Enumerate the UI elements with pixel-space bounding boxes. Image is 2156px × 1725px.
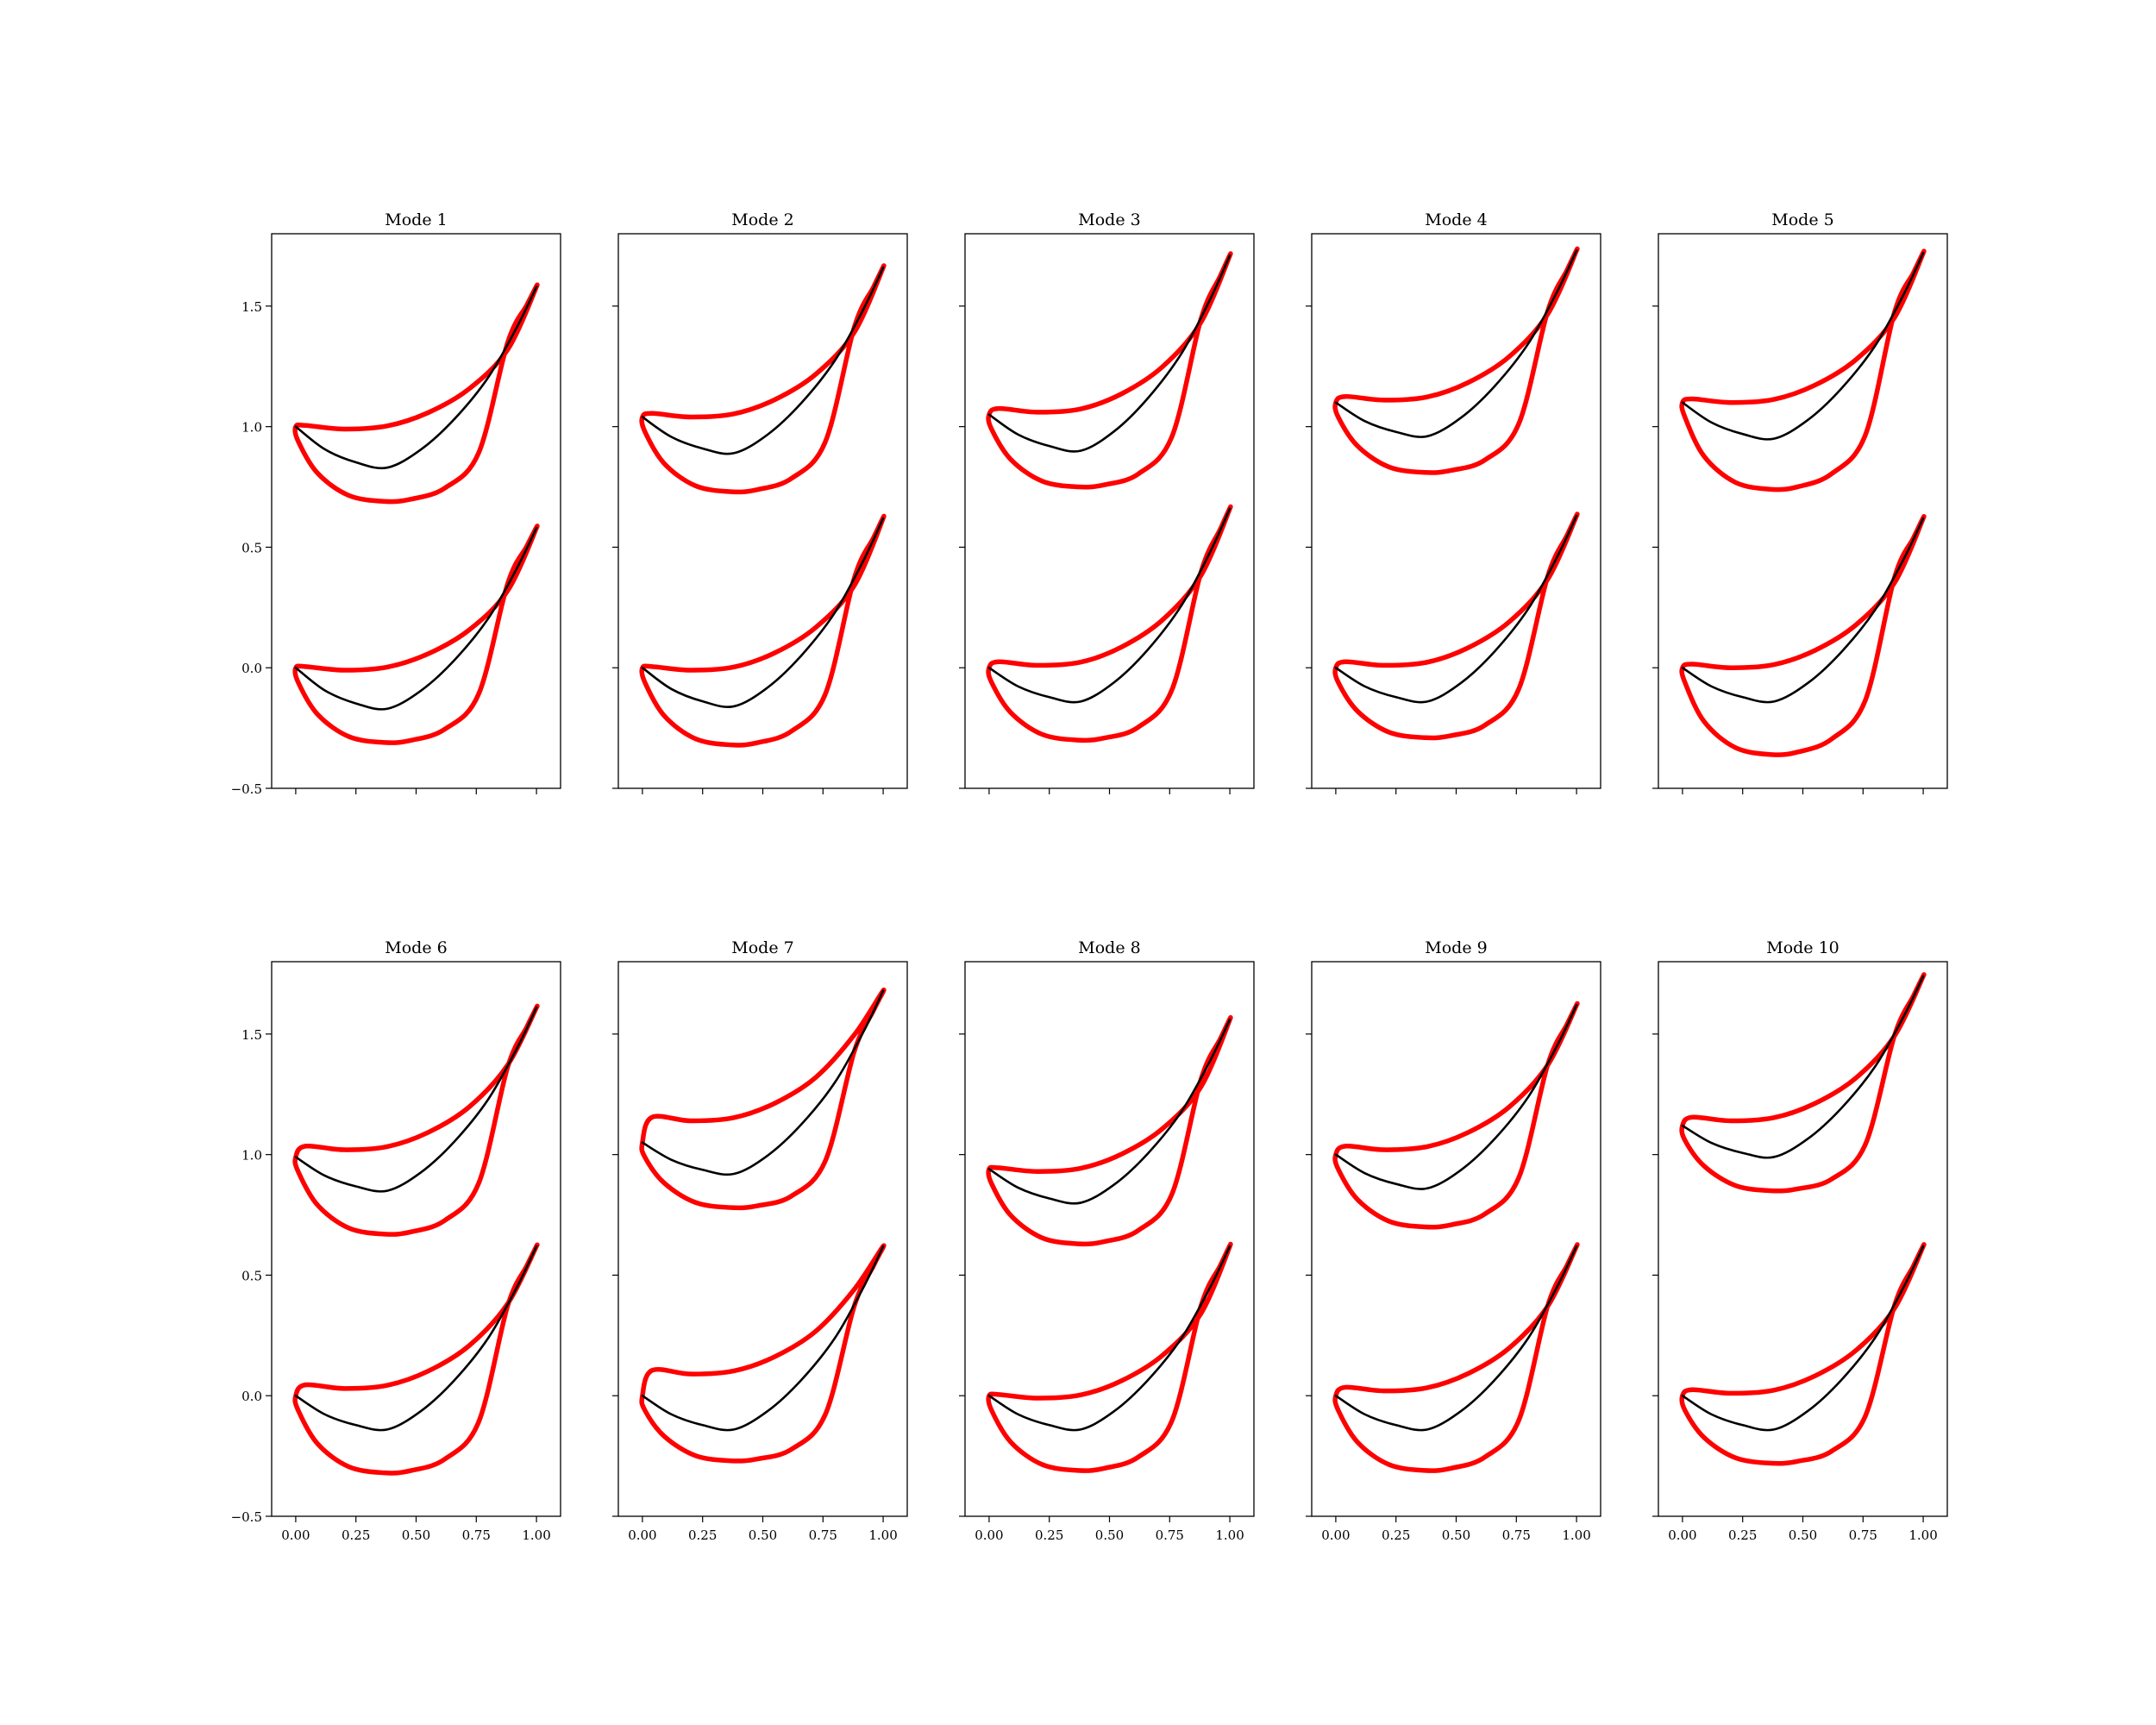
perturbed-blade-upper [639, 263, 887, 495]
y-tick-label: 1.5 [241, 1027, 262, 1043]
camber-line-lower [987, 1245, 1232, 1432]
perturbed-blade-upper [292, 282, 540, 505]
camber-line-upper [641, 989, 885, 1176]
x-tick-label: 0.50 [1442, 1527, 1470, 1543]
panel-mode-9: Mode 9 0.00 0.25 0.50 0.75 1.00 [1306, 938, 1601, 1543]
x-tick-label: 1.00 [1908, 1527, 1937, 1543]
x-tick-label: 0.00 [281, 1527, 310, 1543]
perturbed-blade-lower [1679, 514, 1927, 757]
x-tick-label: 0.25 [1382, 1527, 1410, 1543]
x-tick-label: 0.75 [1156, 1527, 1184, 1543]
panel-title: Mode 8 [1078, 938, 1140, 957]
x-tick-label: 0.00 [1668, 1527, 1696, 1543]
panel-mode-4: Mode 4 [1306, 210, 1601, 794]
perturbed-blade-lower [1332, 1242, 1580, 1473]
camber-line-upper [987, 1018, 1232, 1205]
camber-line-lower [641, 517, 885, 708]
panel-title: Mode 6 [385, 938, 447, 957]
y-tick-label: −0.5 [231, 1509, 262, 1525]
camber-line-lower [641, 1245, 885, 1432]
panel-title: Mode 4 [1425, 210, 1487, 229]
x-tick-label: 0.00 [628, 1527, 656, 1543]
x-tick-label: 0.25 [1035, 1527, 1063, 1543]
x-tick-label: 0.75 [1849, 1527, 1877, 1543]
y-tick-label: 0.5 [241, 1268, 262, 1283]
perturbed-blade-upper [292, 1003, 540, 1237]
camber-line-lower [294, 1245, 538, 1432]
x-tick-label: 1.00 [522, 1527, 550, 1543]
perturbed-blade-upper [1332, 1000, 1580, 1230]
perturbed-blade-lower [292, 524, 540, 745]
camber-line-lower [294, 526, 538, 711]
y-tick-label: 1.0 [241, 420, 262, 436]
x-tick-label: 1.00 [1562, 1527, 1590, 1543]
axes-frame [1658, 233, 1948, 789]
x-tick-label: 0.50 [1095, 1527, 1124, 1543]
perturbed-blade-lower [639, 1243, 887, 1464]
camber-line-lower [1681, 1245, 1925, 1432]
x-tick-label: 0.25 [342, 1527, 370, 1543]
perturbed-blade-lower [986, 1241, 1233, 1473]
y-tick-label: −0.5 [231, 781, 262, 797]
panel-title: Mode 7 [731, 938, 793, 957]
perturbed-blade-upper [1332, 246, 1580, 475]
x-tick-label: 0.50 [749, 1527, 777, 1543]
x-tick-label: 0.00 [1321, 1527, 1350, 1543]
panel-mode-3: Mode 3 [959, 210, 1255, 794]
panel-title: Mode 2 [731, 210, 793, 229]
perturbed-blade-upper [986, 1015, 1233, 1247]
camber-line-upper [1681, 975, 1925, 1159]
perturbed-blade-lower [1332, 511, 1580, 741]
camber-line-upper [987, 254, 1232, 453]
camber-line-lower [987, 507, 1232, 704]
y-tick-label: 0.0 [241, 661, 262, 676]
panel-title: Mode 10 [1766, 938, 1839, 957]
perturbed-blade-upper [1679, 972, 1927, 1194]
panel-mode-8: Mode 8 0.00 0.25 0.50 0.75 1.00 [959, 938, 1255, 1543]
perturbed-blade-lower [639, 513, 887, 748]
perturbed-blade-upper [986, 251, 1233, 490]
camber-line-upper [1681, 252, 1925, 441]
panel-mode-1: Mode 1 −0.5 0.0 0.5 1.0 1.5 [231, 210, 561, 797]
panel-title: Mode 5 [1771, 210, 1833, 229]
camber-line-lower [1681, 517, 1925, 704]
x-tick-label: 0.75 [462, 1527, 491, 1543]
perturbed-blade-lower [292, 1242, 540, 1476]
camber-line-upper [641, 266, 885, 455]
camber-line-upper [294, 285, 538, 470]
camber-line-lower [1334, 514, 1578, 704]
x-tick-label: 0.75 [809, 1527, 837, 1543]
camber-line-upper [294, 1006, 538, 1193]
panel-title: Mode 3 [1078, 210, 1140, 229]
x-tick-label: 0.50 [402, 1527, 430, 1543]
perturbed-blade-lower [1679, 1242, 1927, 1466]
camber-line-lower [1334, 1245, 1578, 1432]
panel-mode-6: Mode 6 −0.5 0.0 0.5 1.0 1.5 0.00 0.25 0.50 0.75 1.… [231, 938, 561, 1543]
axes-frame [964, 233, 1255, 789]
panel-title: Mode 9 [1425, 938, 1487, 957]
panel-mode-7: Mode 7 0.00 0.25 0.50 0.75 1.00 [612, 938, 908, 1543]
perturbed-blade-upper [1679, 248, 1927, 492]
x-tick-label: 0.50 [1789, 1527, 1817, 1543]
perturbed-blade-lower [986, 504, 1233, 743]
x-tick-label: 1.00 [868, 1527, 897, 1543]
panel-title: Mode 1 [385, 210, 447, 229]
x-tick-label: 1.00 [1215, 1527, 1244, 1543]
panel-mode-2: Mode 2 [612, 210, 908, 794]
x-tick-label: 0.75 [1502, 1527, 1531, 1543]
x-tick-label: 0.00 [975, 1527, 1003, 1543]
y-tick-label: 0.5 [241, 540, 262, 555]
panel-mode-10: Mode 10 0.00 0.25 0.50 0.75 1.00 [1652, 938, 1948, 1543]
y-tick-label: 1.5 [241, 299, 262, 315]
x-tick-label: 0.25 [1728, 1527, 1757, 1543]
x-tick-label: 0.25 [688, 1527, 717, 1543]
camber-line-upper [1334, 1004, 1578, 1190]
perturbed-blade-upper [639, 987, 887, 1211]
panel-mode-5: Mode 5 [1652, 210, 1948, 794]
y-tick-label: 1.0 [241, 1148, 262, 1164]
y-tick-label: 0.0 [241, 1389, 262, 1404]
camber-line-upper [1334, 249, 1578, 438]
